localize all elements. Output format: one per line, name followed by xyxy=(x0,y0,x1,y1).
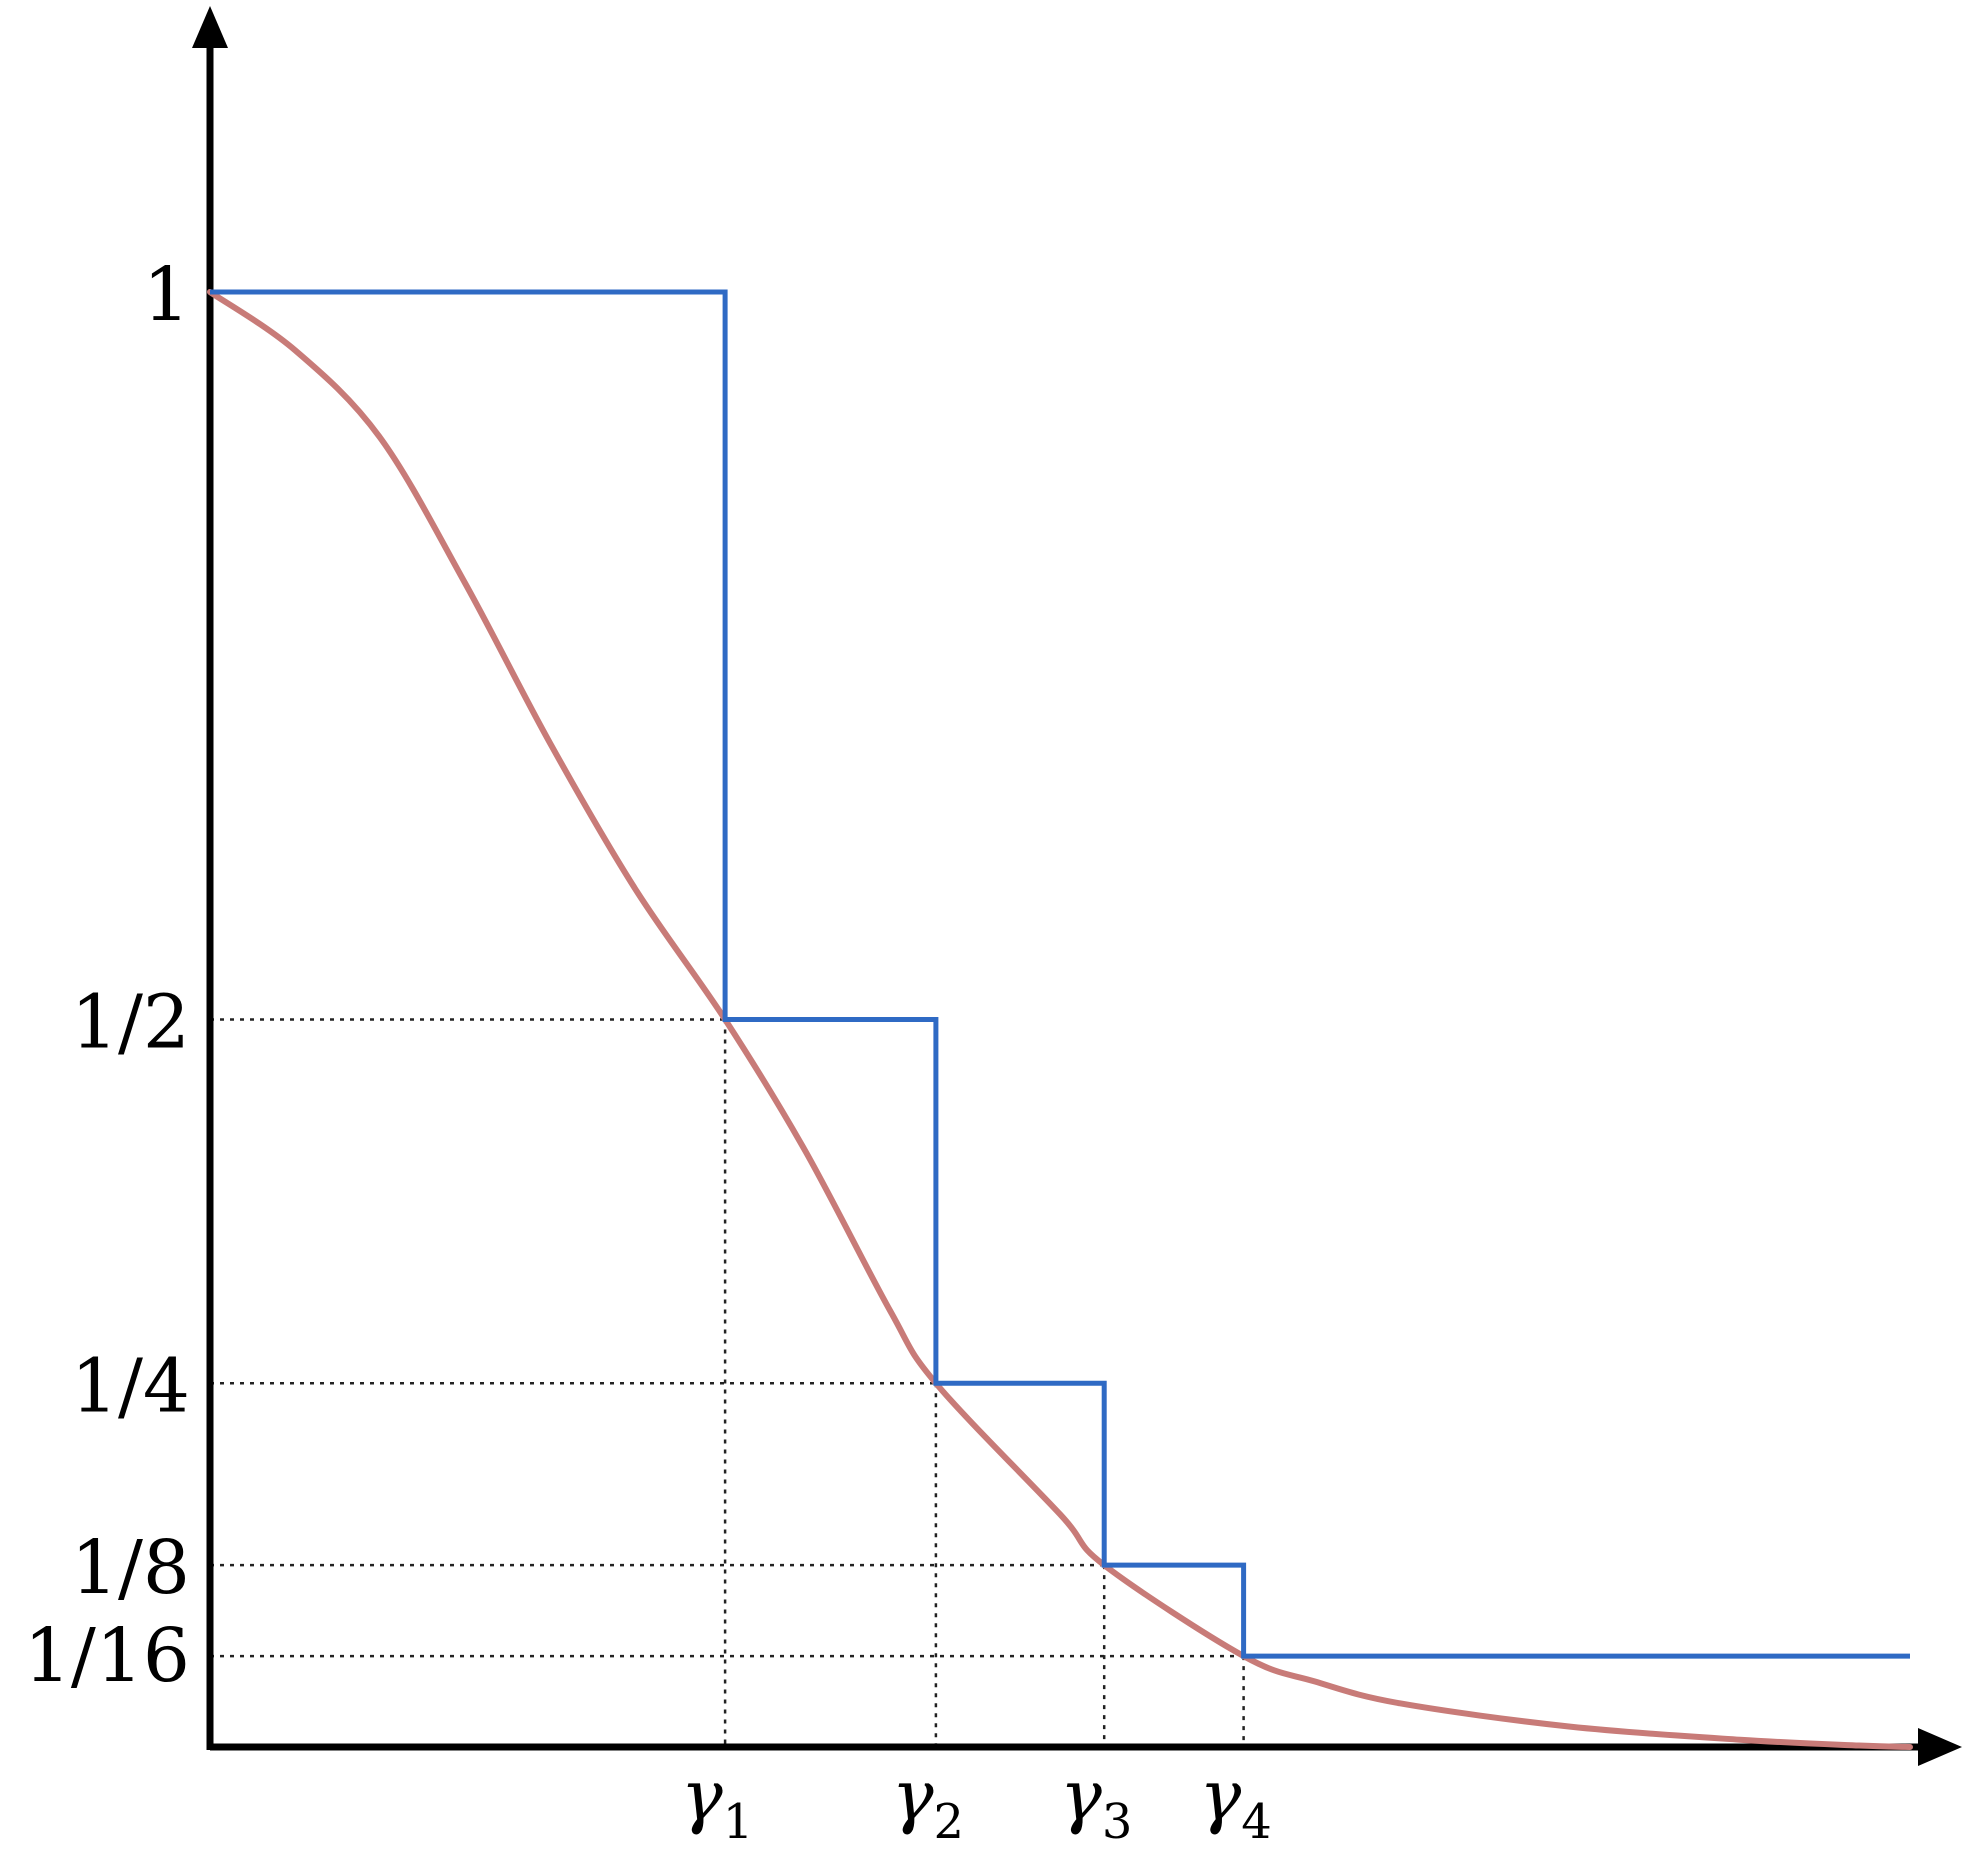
y-tick-label: 1/8 xyxy=(71,1525,190,1611)
guide-lines xyxy=(210,1018,1245,1747)
x-tick-label: γ1 xyxy=(681,1755,753,1850)
step-function-line xyxy=(210,289,1910,1659)
series-layer xyxy=(207,289,1913,1750)
y-tick-label: 1/4 xyxy=(71,1343,190,1429)
x-tick-label: γ3 xyxy=(1060,1755,1132,1850)
y-tick-label: 1/2 xyxy=(71,980,190,1066)
y-tick-label: 1/16 xyxy=(24,1613,190,1699)
smooth-decay-curve xyxy=(207,289,1913,1750)
y-tick-label: 1 xyxy=(143,252,190,338)
x-tick-label: γ4 xyxy=(1199,1755,1271,1850)
y-tick-labels: 1 1/2 1/4 1/81/16 xyxy=(24,252,190,1699)
x-tick-labels: γ1 γ2 γ3 γ4 xyxy=(681,1755,1272,1850)
x-tick-label: γ2 xyxy=(892,1755,964,1850)
y-axis-arrowhead xyxy=(192,6,228,48)
x-axis-arrowhead xyxy=(1918,1728,1962,1766)
axes xyxy=(192,6,1962,1766)
